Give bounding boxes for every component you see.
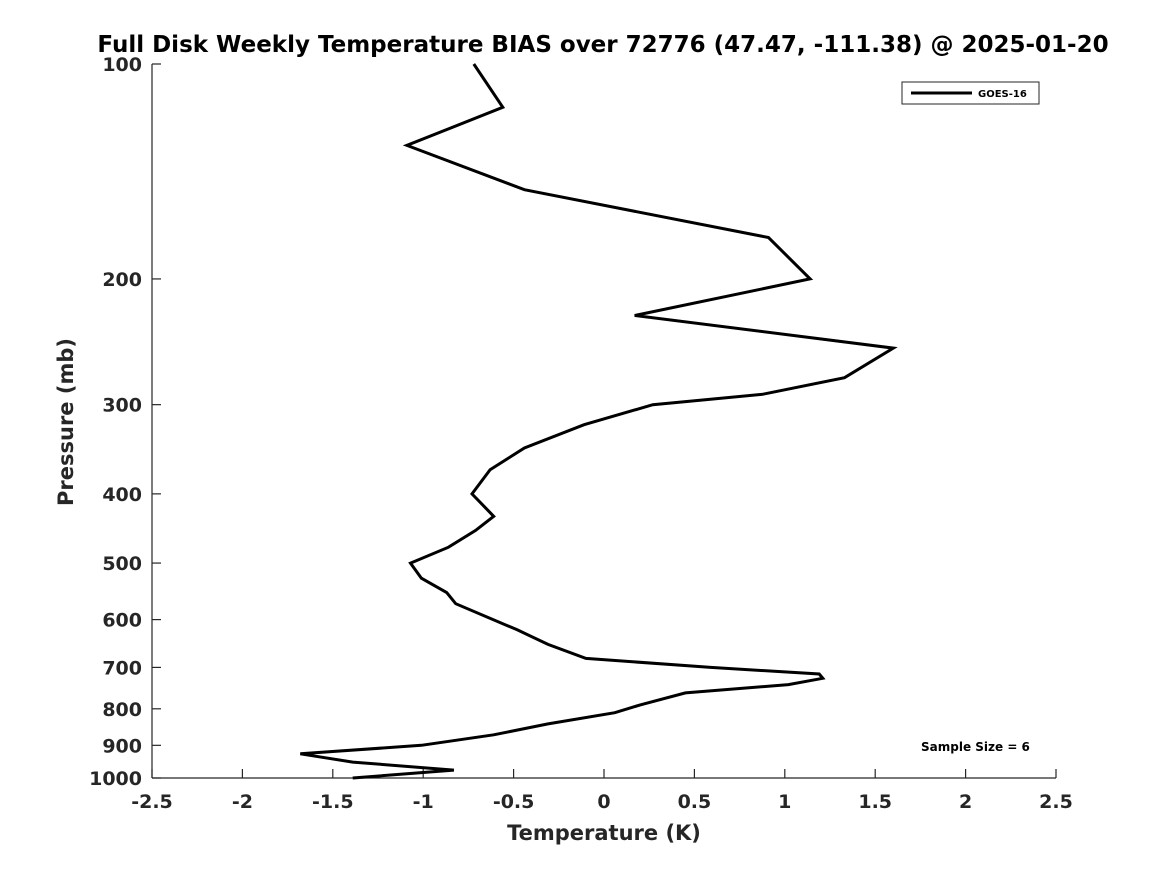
x-tick-label: 1.5 <box>858 791 892 813</box>
y-tick-label: 200 <box>102 269 142 291</box>
x-tick-label: 0 <box>597 791 610 813</box>
y-tick-label: 600 <box>102 610 142 632</box>
chart-title: Full Disk Weekly Temperature BIAS over 7… <box>97 32 1108 58</box>
y-tick-label: 700 <box>102 657 142 679</box>
x-ticks: -2.5 -2 -1.5 -1 -0.5 0 0.5 1 1.5 2 2.5 <box>131 769 1073 813</box>
x-tick-label: 2.5 <box>1039 791 1073 813</box>
legend-label-goes16: GOES-16 <box>978 89 1027 100</box>
series-layer <box>300 63 898 780</box>
x-tick-label: 0.5 <box>678 791 712 813</box>
y-tick-label: 400 <box>102 484 142 506</box>
y-axis-label: Pressure (mb) <box>54 338 78 506</box>
x-tick-label: -2 <box>232 791 253 813</box>
y-tick-label: 900 <box>102 735 142 757</box>
x-tick-label: 2 <box>959 791 972 813</box>
y-tick-label: 1000 <box>89 768 142 790</box>
legend: GOES-16 <box>901 81 1040 105</box>
x-tick-label: -2.5 <box>131 791 173 813</box>
x-tick-label: -0.5 <box>493 791 535 813</box>
y-tick-label: 500 <box>102 553 142 575</box>
y-tick-label: 100 <box>102 54 142 76</box>
x-tick-label: -1.5 <box>312 791 354 813</box>
x-axis-label: Temperature (K) <box>507 821 701 845</box>
y-tick-label: 300 <box>102 395 142 417</box>
y-ticks: 100 200 300 400 500 600 700 800 900 1000 <box>89 54 161 790</box>
y-tick-label: 800 <box>102 699 142 721</box>
sample-size-annotation: Sample Size = 6 <box>921 740 1030 754</box>
x-tick-label: 1 <box>778 791 791 813</box>
series-line-goes-16 <box>300 63 898 780</box>
x-tick-label: -1 <box>413 791 434 813</box>
